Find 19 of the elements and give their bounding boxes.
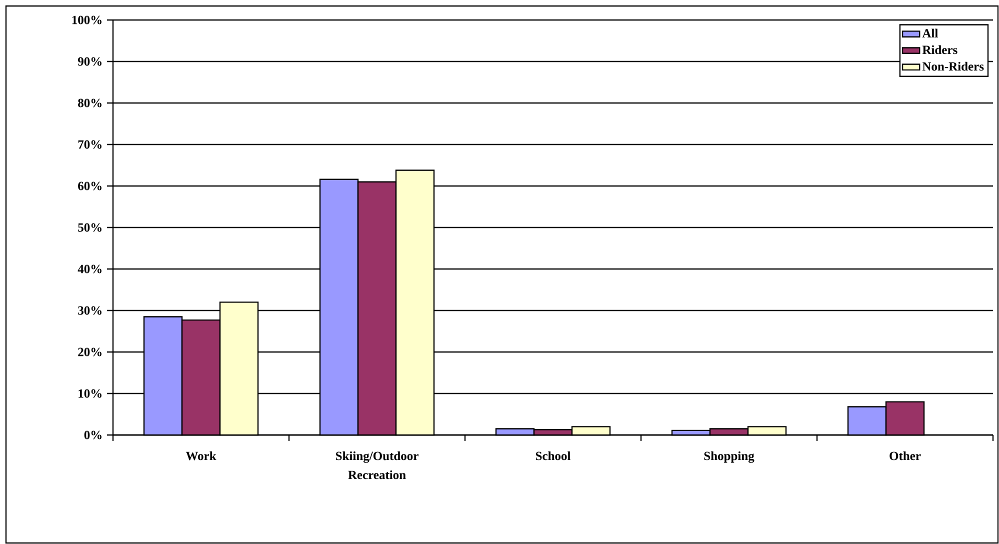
y-tick-label: 70% [78, 140, 102, 149]
y-tick-label: 100% [72, 16, 102, 24]
x-tick-label: School [536, 451, 571, 460]
legend-label: All [922, 28, 938, 38]
y-tick-label: 10% [78, 389, 102, 398]
y-tick-label: 60% [78, 182, 102, 190]
y-tick-label: 50% [78, 223, 102, 232]
y-tick-label: 90% [78, 57, 102, 66]
y-tick-label: 0% [84, 430, 102, 440]
legend-label: Riders [922, 45, 958, 54]
y-tick-label: 40% [78, 264, 102, 274]
y-tick-label: 30% [78, 306, 102, 315]
y-tick-label: 20% [78, 348, 102, 356]
legend-label: Non-Riders [922, 62, 984, 71]
x-tick-label: Other [890, 451, 921, 460]
y-tick-label: 80% [78, 98, 102, 108]
x-tick-label: Shopping [704, 451, 754, 463]
x-tick-label: Work [186, 451, 216, 460]
x-tick-label: Skiing/Outdoor Recreation [336, 451, 418, 480]
